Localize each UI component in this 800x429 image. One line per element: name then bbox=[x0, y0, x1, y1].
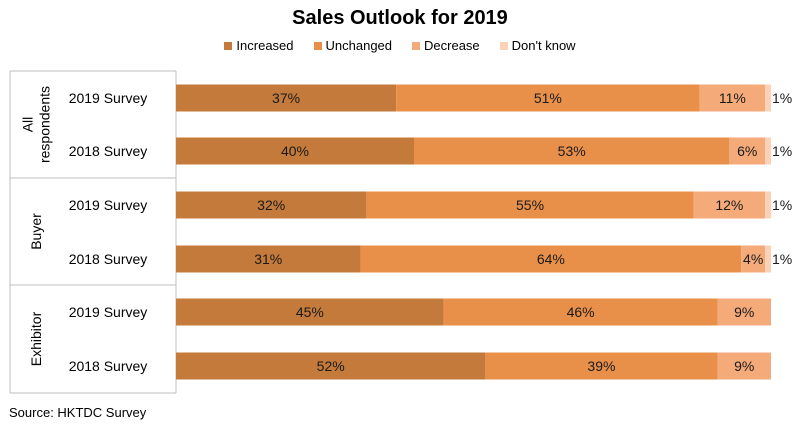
category-label: 2019 Survey bbox=[69, 197, 148, 213]
data-label: 6% bbox=[737, 143, 757, 159]
bar-unchanged-1 bbox=[414, 137, 730, 165]
bar-don-t-know-1 bbox=[765, 137, 771, 165]
legend-label: Increased bbox=[236, 38, 294, 53]
bar-don-t-know-0 bbox=[765, 84, 771, 112]
legend-item-1: Unchanged bbox=[313, 38, 393, 53]
legend-swatch bbox=[224, 41, 233, 50]
legend-swatch bbox=[313, 41, 322, 50]
data-label: 53% bbox=[558, 143, 586, 159]
group-label-line: All bbox=[20, 117, 36, 133]
group-label-line: Exhibitor bbox=[28, 311, 44, 366]
data-label: 45% bbox=[296, 304, 324, 320]
data-label: 1% bbox=[772, 197, 792, 213]
source-note: Source: HKTDC Survey bbox=[9, 405, 147, 420]
group-label-buyer: Buyer bbox=[28, 213, 44, 250]
data-label: 64% bbox=[537, 251, 565, 267]
group-label-line: Buyer bbox=[28, 213, 44, 250]
data-label: 1% bbox=[772, 90, 792, 106]
category-label: 2019 Survey bbox=[69, 90, 148, 106]
bar-decrease-3 bbox=[741, 245, 766, 273]
data-label: 52% bbox=[317, 358, 345, 374]
bar-unchanged-0 bbox=[396, 84, 700, 112]
data-label: 12% bbox=[715, 197, 743, 213]
bar-don-t-know-3 bbox=[765, 245, 771, 273]
data-label: 11% bbox=[719, 90, 746, 106]
bar-unchanged-4 bbox=[443, 298, 718, 326]
bar-increased-2 bbox=[176, 191, 367, 219]
legend-label: Don't know bbox=[511, 38, 576, 53]
bar-increased-1 bbox=[176, 137, 414, 165]
data-label: 37% bbox=[272, 90, 300, 106]
legend-item-0: Increased bbox=[224, 38, 294, 53]
bar-unchanged-2 bbox=[366, 191, 694, 219]
data-label: 32% bbox=[257, 197, 285, 213]
group-label-all-respondents: Allrespondents bbox=[20, 86, 53, 163]
bar-decrease-4 bbox=[717, 298, 771, 326]
data-label: 1% bbox=[772, 143, 792, 159]
category-label: 2019 Survey bbox=[69, 304, 148, 320]
bar-increased-4 bbox=[176, 298, 444, 326]
data-label: 39% bbox=[587, 358, 615, 374]
bar-decrease-2 bbox=[693, 191, 766, 219]
bar-increased-3 bbox=[176, 245, 361, 273]
bar-increased-0 bbox=[176, 84, 397, 112]
group-label-line: respondents bbox=[37, 86, 53, 163]
bar-unchanged-5 bbox=[485, 352, 718, 380]
data-label: 55% bbox=[516, 197, 544, 213]
bar-unchanged-3 bbox=[360, 245, 742, 273]
data-label: 1% bbox=[772, 251, 792, 267]
bar-decrease-5 bbox=[717, 352, 771, 380]
group-label-exhibitor: Exhibitor bbox=[28, 311, 44, 366]
data-label: 51% bbox=[534, 90, 562, 106]
data-label: 31% bbox=[254, 251, 282, 267]
data-label: 46% bbox=[567, 304, 595, 320]
data-label: 9% bbox=[734, 358, 754, 374]
data-label: 4% bbox=[743, 251, 763, 267]
chart-legend: Increased Unchanged Decrease Don't know bbox=[0, 38, 800, 53]
bar-don-t-know-2 bbox=[765, 191, 771, 219]
category-label: 2018 Survey bbox=[69, 143, 148, 159]
legend-swatch bbox=[499, 41, 508, 50]
bar-decrease-1 bbox=[729, 137, 766, 165]
legend-label: Unchanged bbox=[325, 38, 393, 53]
bar-decrease-0 bbox=[699, 84, 766, 112]
legend-label: Decrease bbox=[424, 38, 480, 53]
data-label: 9% bbox=[734, 304, 754, 320]
data-label: 40% bbox=[281, 143, 309, 159]
chart-title: Sales Outlook for 2019 bbox=[292, 7, 508, 29]
legend-item-2: Decrease bbox=[412, 38, 480, 53]
category-label: 2018 Survey bbox=[69, 358, 148, 374]
category-label: 2018 Survey bbox=[69, 251, 148, 267]
bar-increased-5 bbox=[176, 352, 486, 380]
legend-swatch bbox=[412, 41, 421, 50]
legend-item-3: Don't know bbox=[499, 38, 576, 53]
